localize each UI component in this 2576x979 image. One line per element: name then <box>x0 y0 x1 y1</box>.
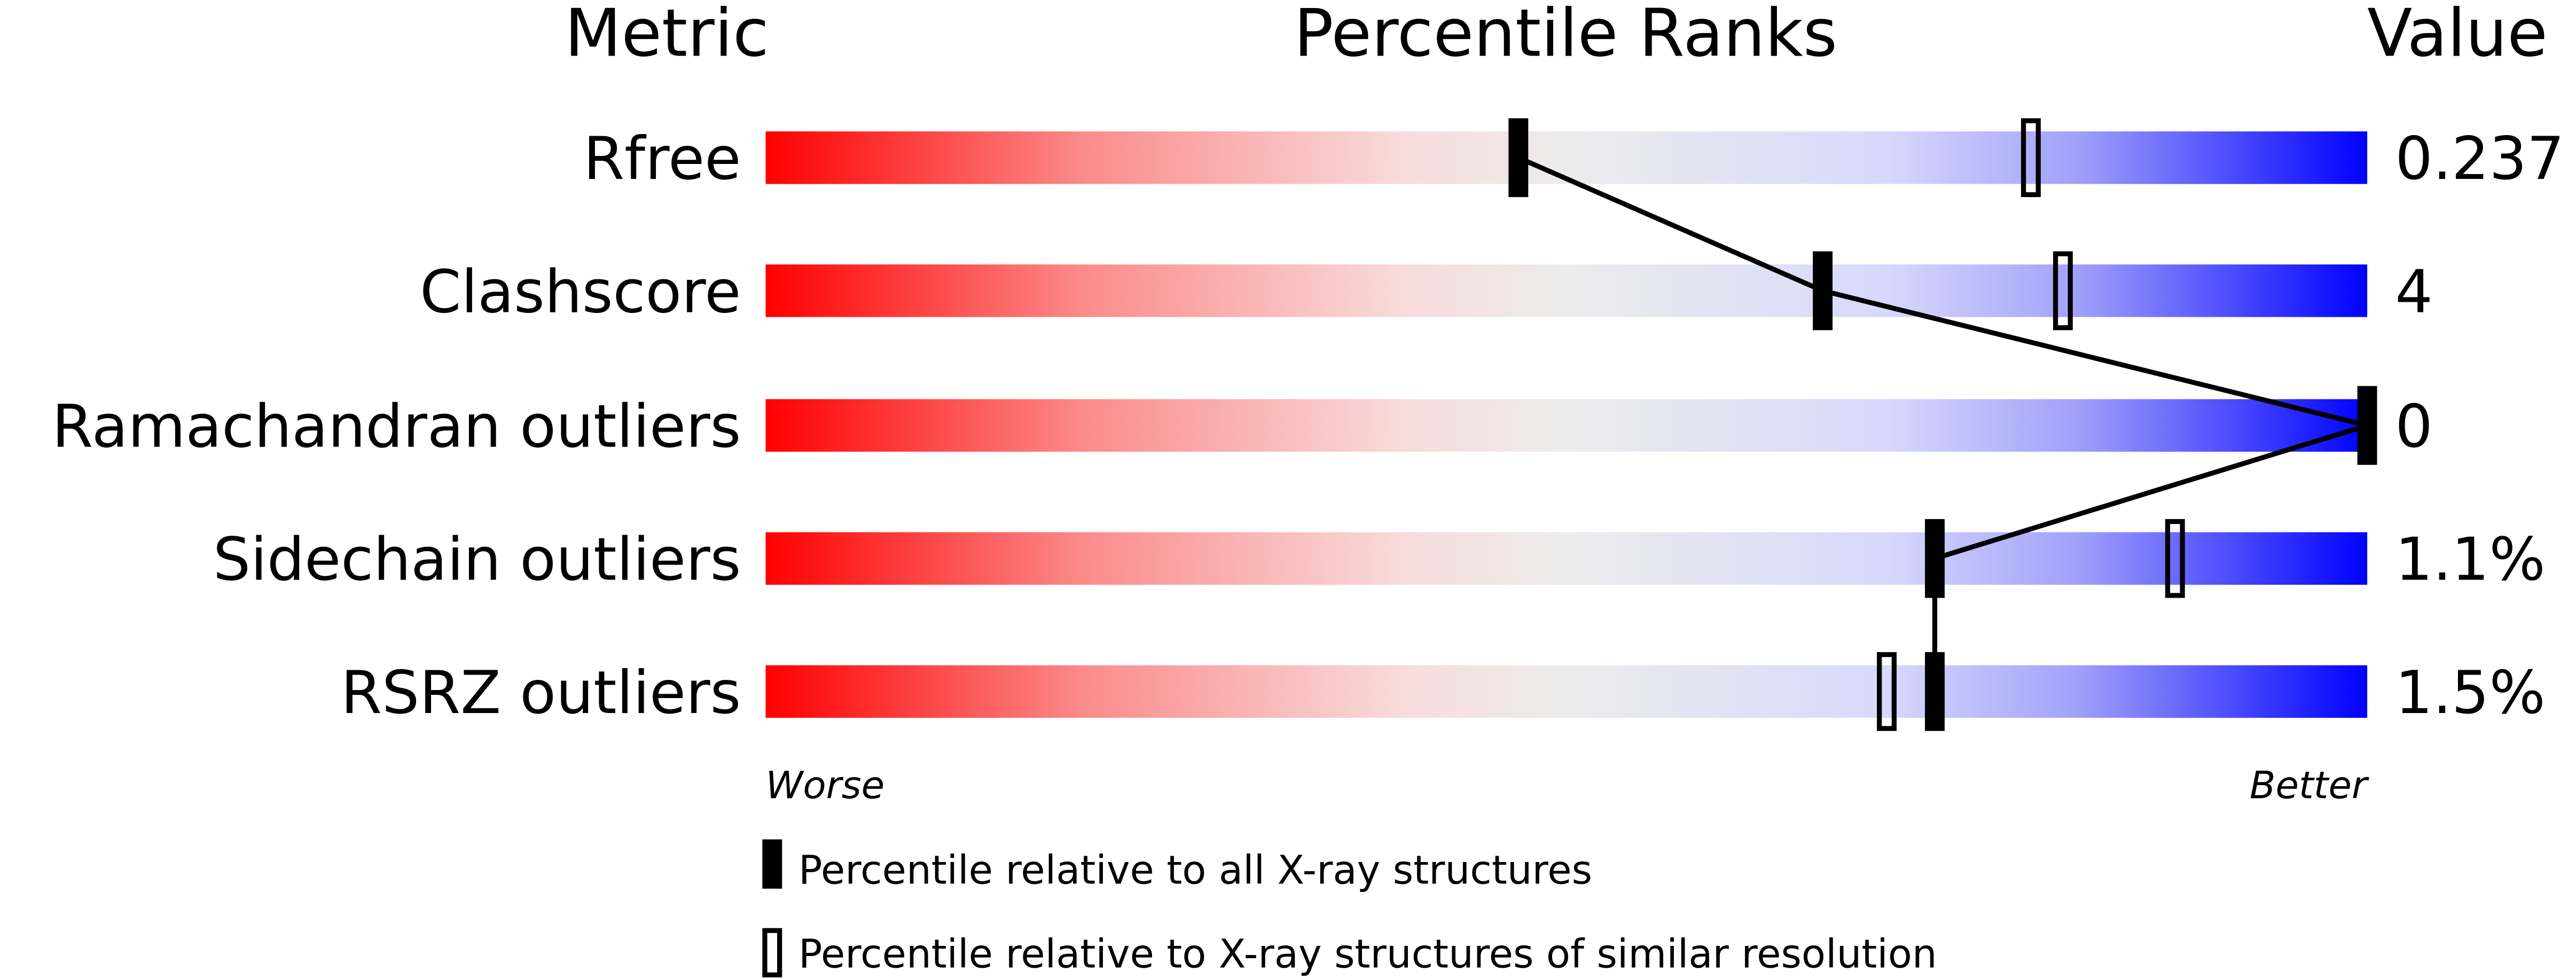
percentile-all-marker <box>1813 251 1833 331</box>
metric-label: Ramachandran outliers <box>52 393 741 461</box>
metric-value: 0 <box>2395 393 2432 461</box>
legend-all-label: Percentile relative to all X-ray structu… <box>798 848 1592 894</box>
percentile-all-marker <box>1508 118 1529 198</box>
percentile-bar <box>765 665 2368 718</box>
metric-value: 4 <box>2395 257 2432 326</box>
percentile-similar-marker <box>1877 652 1897 731</box>
header-value: Value <box>2367 0 2548 72</box>
header-percentile-ranks: Percentile Ranks <box>1294 0 1837 72</box>
legend-hollow-marker-icon <box>762 928 782 977</box>
metric-label: Clashscore <box>420 257 741 326</box>
percentile-similar-marker <box>2165 519 2185 598</box>
legend-filled-marker-icon <box>762 839 782 889</box>
metric-label: Sidechain outliers <box>213 526 741 594</box>
percentile-bar <box>765 532 2368 585</box>
metric-label: RSRZ outliers <box>341 659 741 727</box>
metric-value: 0.237 <box>2395 124 2564 193</box>
percentile-similar-marker <box>2021 118 2041 198</box>
legend-similar-label: Percentile relative to X-ray structures … <box>798 931 1937 977</box>
better-label: Better <box>2250 763 2369 808</box>
worse-label: Worse <box>765 763 884 808</box>
percentile-bar <box>765 264 2368 317</box>
percentile-all-marker <box>2357 386 2377 465</box>
percentile-all-marker <box>1925 519 1945 598</box>
metric-value: 1.5% <box>2395 659 2545 727</box>
metric-value: 1.1% <box>2395 526 2545 594</box>
header-metric: Metric <box>565 0 769 72</box>
percentile-bar <box>765 131 2368 184</box>
metric-label: Rfree <box>583 124 741 193</box>
percentile-all-marker <box>1925 652 1945 731</box>
percentile-similar-marker <box>2053 251 2073 331</box>
percentile-bar <box>765 399 2368 452</box>
